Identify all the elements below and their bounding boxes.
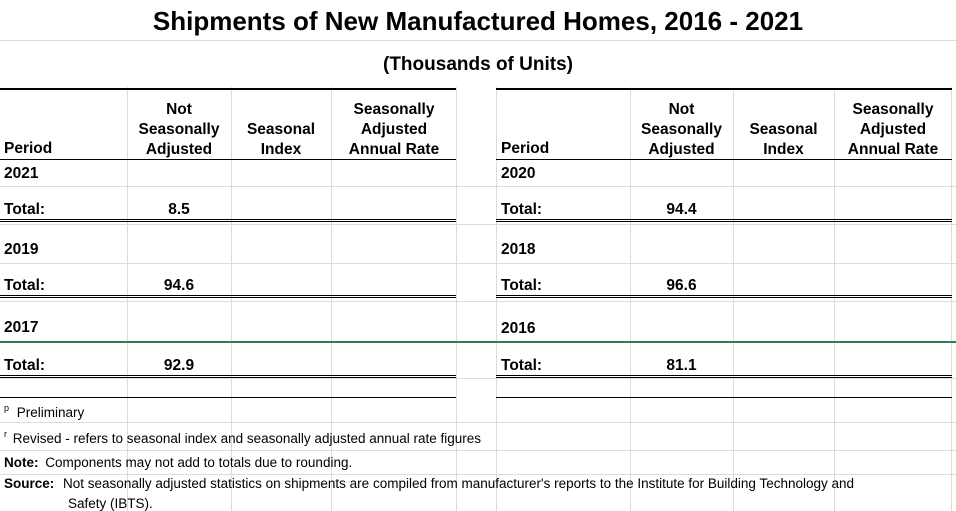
header-bottom-rule: [0, 159, 456, 160]
year-label: 2017: [4, 319, 39, 336]
total-value: 94.6: [163, 277, 195, 294]
grid-col-line: [630, 0, 631, 511]
source-text-continued: Safety (IBTS).: [68, 496, 153, 511]
header-bottom-rule: [496, 159, 952, 160]
col-header-saar-line: Annual Rate: [847, 141, 939, 158]
total-rule: [496, 297, 952, 298]
col-header-nsa-line: Not: [668, 101, 695, 118]
note-label: Note:: [4, 455, 39, 470]
grid-row-line: [0, 474, 956, 475]
col-header-saar-line: Annual Rate: [348, 141, 440, 158]
col-header-period: Period: [501, 140, 550, 157]
total-rule: [496, 221, 952, 222]
col-header-nsa-line: Adjusted: [648, 141, 715, 158]
col-header-index-line: Index: [763, 141, 804, 158]
year-label: 2019: [4, 241, 39, 258]
table-bottom-rule: [0, 397, 456, 398]
total-rule: [0, 377, 456, 378]
col-header-saar-line: Adjusted: [360, 121, 428, 138]
grid-col-line: [496, 0, 497, 511]
total-value: 96.6: [666, 277, 697, 294]
col-header-index-line: Seasonal: [749, 121, 818, 138]
footnote-revised: r Revised - refers to seasonal index and…: [4, 429, 481, 446]
col-header-nsa-line: Seasonally: [641, 121, 722, 138]
total-rule: [0, 219, 456, 220]
col-header-saar-line: Adjusted: [859, 121, 927, 138]
col-header-nsa: Not Seasonally Adjusted: [631, 100, 732, 160]
col-header-index: Seasonal Index: [734, 120, 833, 160]
total-label: Total:: [4, 201, 46, 218]
total-rule: [496, 295, 952, 296]
grid-col-line: [331, 0, 332, 511]
total-label: Total:: [501, 201, 543, 218]
grid-col-line: [456, 0, 457, 511]
page-title: Shipments of New Manufactured Homes, 201…: [0, 6, 956, 37]
col-header-saar-line: Seasonally: [852, 101, 934, 118]
grid-row-line: [0, 263, 956, 264]
footnote-preliminary: p Preliminary: [4, 403, 84, 420]
subtitle-band: [0, 41, 956, 87]
footnote-p-mark: p: [4, 403, 10, 413]
table-bottom-rule: [496, 397, 952, 398]
col-header-nsa-line: Seasonally: [138, 121, 220, 138]
grid-row-line: [0, 301, 956, 302]
total-rule: [496, 219, 952, 220]
row-selection-line: [0, 341, 956, 343]
col-header-index-line: Seasonal: [246, 121, 316, 138]
grid-row-line: [0, 186, 956, 187]
col-header-saar-line: Seasonally: [353, 101, 435, 118]
col-header-index-line: Index: [260, 141, 302, 158]
footnote-r-mark: r: [4, 429, 7, 439]
col-header-nsa: Not Seasonally Adjusted: [128, 100, 230, 160]
col-header-nsa-line: Adjusted: [145, 141, 213, 158]
col-header-saar: Seasonally Adjusted Annual Rate: [835, 100, 951, 160]
total-rule: [0, 221, 456, 222]
total-rule: [0, 295, 456, 296]
grid-row-line: [0, 422, 956, 423]
grid-col-line: [127, 0, 128, 511]
source-label: Source:: [4, 476, 55, 491]
total-rule: [0, 375, 456, 376]
col-header-nsa-line: Not: [166, 101, 192, 118]
total-value: 94.4: [666, 201, 697, 218]
total-rule: [0, 297, 456, 298]
footnote-p-text: Preliminary: [16, 404, 85, 420]
footnote-note: Note: Components may not add to totals d…: [4, 455, 352, 470]
total-value: 81.1: [666, 357, 697, 374]
footnote-r-text: Revised - refers to seasonal index and s…: [12, 430, 482, 446]
total-value: 8.5: [168, 201, 190, 218]
col-header-saar: Seasonally Adjusted Annual Rate: [332, 100, 456, 160]
grid-row-line: [0, 378, 956, 379]
header-top-rule: [496, 88, 952, 90]
footnote-source: Source: Not seasonally adjusted statisti…: [4, 476, 854, 491]
page-subtitle: (Thousands of Units): [383, 54, 573, 75]
year-label: 2021: [4, 165, 39, 182]
grid-col-line: [834, 0, 835, 511]
col-header-index: Seasonal Index: [232, 120, 330, 160]
note-text: Components may not add to totals due to …: [45, 455, 353, 470]
year-label: 2018: [501, 241, 536, 258]
grid-row-line: [0, 450, 956, 451]
grid-col-line: [733, 0, 734, 511]
total-rule: [496, 375, 952, 376]
source-text: Not seasonally adjusted statistics on sh…: [63, 476, 855, 491]
total-label: Total:: [4, 277, 46, 294]
grid-row-line: [0, 40, 956, 41]
year-label: 2020: [501, 165, 536, 182]
total-value: 92.9: [163, 357, 195, 374]
grid-col-line: [951, 0, 952, 511]
total-rule: [496, 377, 952, 378]
total-label: Total:: [501, 357, 543, 374]
col-header-period: Period: [4, 140, 53, 157]
grid-col-line: [231, 0, 232, 511]
year-label: 2016: [501, 320, 536, 337]
total-label: Total:: [501, 277, 543, 294]
grid-row-line: [0, 224, 956, 225]
header-top-rule: [0, 88, 456, 90]
total-label: Total:: [4, 357, 46, 374]
